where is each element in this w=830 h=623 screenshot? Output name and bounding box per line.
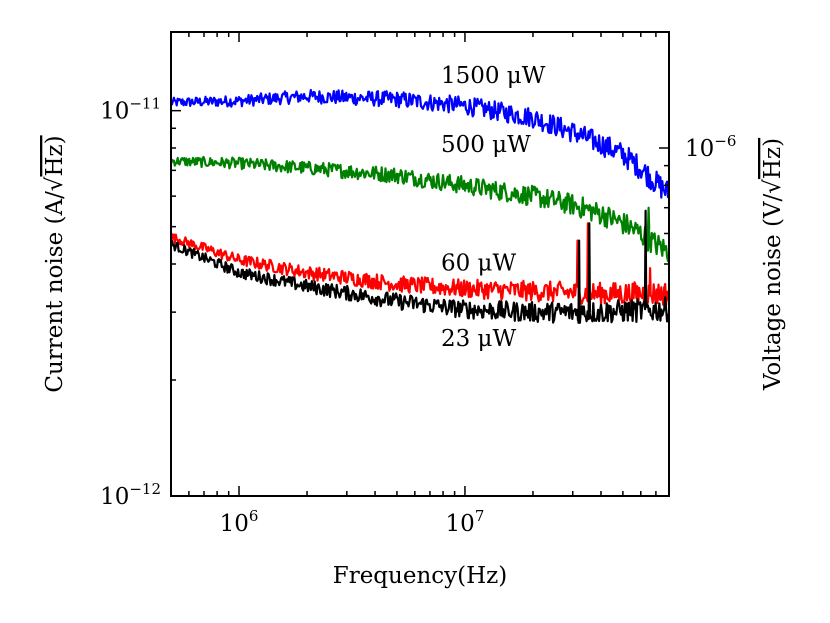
series-label-0: 1500 μW	[441, 63, 546, 89]
y-axis-right-main: Voltage noise (V/	[760, 193, 786, 391]
series-line-1	[171, 155, 669, 263]
y-axis-left-unit: Hz)	[42, 135, 68, 176]
y-tick-label-left-0: 10−12	[100, 480, 161, 510]
sqrt-sign-left: √	[42, 176, 68, 191]
y-axis-label-left: Current noise (A/√Hz)	[42, 135, 68, 392]
y-axis-label-right: Voltage noise (V/√Hz)	[760, 138, 786, 391]
y-axis-left-main: Current noise (A/	[42, 191, 68, 393]
series-layer	[171, 88, 669, 324]
series-label-1: 500 μW	[441, 132, 531, 158]
series-line-3	[171, 209, 669, 324]
y-axis-right-unit: Hz)	[760, 138, 786, 179]
series-label-3: 23 μW	[441, 326, 517, 352]
series-label-2: 60 μW	[441, 250, 517, 276]
tick-layer: 106 107 10−12 10−11 10−6	[100, 31, 736, 537]
svg-text:Current noise (A/√Hz): Current noise (A/√Hz)	[42, 135, 68, 392]
x-tick-label-1: 107	[446, 507, 485, 537]
x-axis-label: Frequency(Hz)	[333, 563, 508, 589]
svg-text:Voltage noise (V/√Hz): Voltage noise (V/√Hz)	[760, 138, 786, 391]
label-layer: 1500 μW 500 μW 60 μW 23 μW	[441, 63, 546, 352]
x-tick-label-0: 106	[220, 507, 259, 537]
sqrt-sign-right: √	[760, 179, 786, 194]
series-line-0	[171, 88, 669, 199]
y-tick-label-left-1: 10−11	[100, 95, 161, 125]
y-tick-label-right: 10−6	[685, 132, 736, 162]
